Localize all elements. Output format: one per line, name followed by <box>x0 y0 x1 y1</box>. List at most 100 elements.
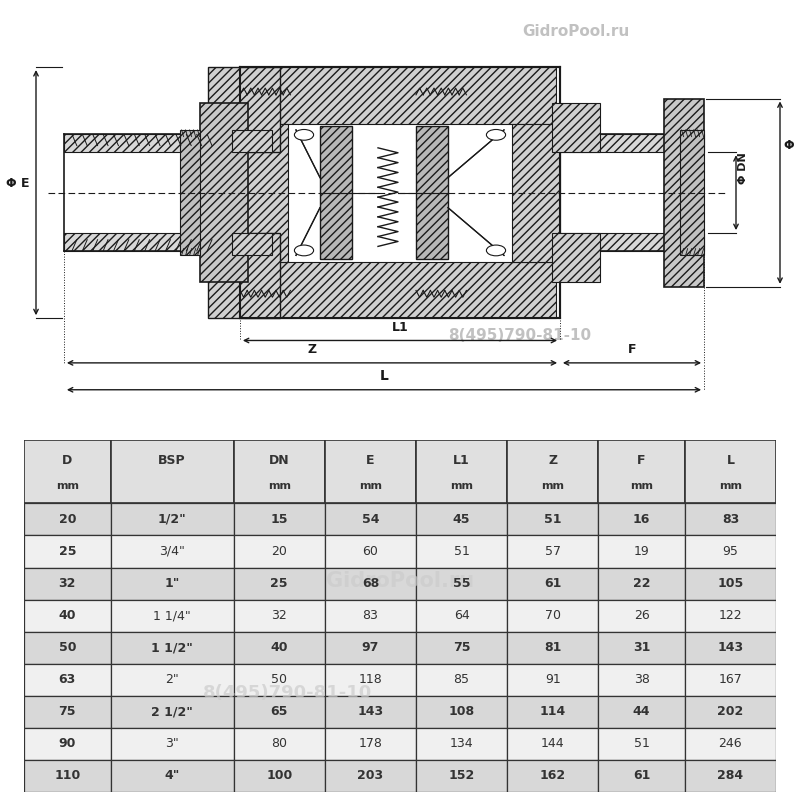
Bar <box>64 152 720 233</box>
Text: 1 1/4": 1 1/4" <box>154 609 191 622</box>
Bar <box>507 503 598 535</box>
Text: 1/2": 1/2" <box>158 513 186 526</box>
Bar <box>507 567 598 599</box>
Text: 70: 70 <box>545 609 561 622</box>
Bar <box>685 728 776 760</box>
Bar <box>208 67 280 152</box>
Text: 143: 143 <box>358 706 383 718</box>
Bar <box>325 760 416 792</box>
Text: 44: 44 <box>633 706 650 718</box>
Text: 2": 2" <box>166 674 179 686</box>
Text: 81: 81 <box>544 641 562 654</box>
Bar <box>24 632 110 664</box>
Text: Z: Z <box>548 454 558 466</box>
Text: mm: mm <box>359 481 382 490</box>
Bar <box>325 503 416 535</box>
Bar <box>416 664 507 696</box>
Bar <box>64 233 240 251</box>
Bar <box>507 535 598 567</box>
Text: Φ D: Φ D <box>784 139 800 152</box>
Circle shape <box>294 245 314 256</box>
Bar <box>552 233 600 282</box>
Text: F: F <box>628 343 636 356</box>
Bar <box>507 599 598 632</box>
Bar <box>24 567 110 599</box>
Bar <box>64 134 240 152</box>
Text: L: L <box>726 454 734 466</box>
Bar <box>110 760 234 792</box>
Bar <box>110 535 234 567</box>
Text: 51: 51 <box>544 513 562 526</box>
Bar <box>552 103 600 152</box>
Text: 57: 57 <box>545 545 561 558</box>
Text: 22: 22 <box>633 577 650 590</box>
Text: 26: 26 <box>634 609 650 622</box>
Text: 68: 68 <box>362 577 379 590</box>
Text: mm: mm <box>630 481 653 490</box>
Bar <box>244 67 556 124</box>
Bar <box>416 567 507 599</box>
Text: L: L <box>379 369 389 383</box>
Text: 60: 60 <box>362 545 378 558</box>
Bar <box>685 567 776 599</box>
Text: 203: 203 <box>358 770 383 782</box>
Bar <box>110 728 234 760</box>
Bar <box>416 599 507 632</box>
Bar <box>598 728 685 760</box>
Text: 16: 16 <box>633 513 650 526</box>
Bar <box>507 696 598 728</box>
Text: 178: 178 <box>358 738 382 750</box>
Text: 134: 134 <box>450 738 474 750</box>
Text: 25: 25 <box>270 577 288 590</box>
Bar <box>507 632 598 664</box>
Bar <box>325 567 416 599</box>
Text: 20: 20 <box>271 545 287 558</box>
Bar <box>598 760 685 792</box>
Bar <box>24 760 110 792</box>
Text: DN: DN <box>269 454 290 466</box>
Bar <box>664 98 704 286</box>
Text: 19: 19 <box>634 545 650 558</box>
Text: 284: 284 <box>718 770 743 782</box>
Bar <box>110 696 234 728</box>
Bar <box>325 440 416 503</box>
Text: 54: 54 <box>362 513 379 526</box>
Bar <box>598 664 685 696</box>
Bar <box>24 503 110 535</box>
Text: 63: 63 <box>58 674 76 686</box>
Bar <box>507 728 598 760</box>
Text: 143: 143 <box>718 641 743 654</box>
Bar <box>416 760 507 792</box>
Text: 167: 167 <box>718 674 742 686</box>
Text: 25: 25 <box>58 545 76 558</box>
Bar <box>685 632 776 664</box>
Text: 32: 32 <box>271 609 287 622</box>
Circle shape <box>486 130 506 140</box>
Bar <box>416 126 448 259</box>
Text: mm: mm <box>541 481 564 490</box>
Text: E: E <box>366 454 374 466</box>
Bar <box>234 599 325 632</box>
Text: 38: 38 <box>634 674 650 686</box>
Bar <box>512 124 560 262</box>
Text: 61: 61 <box>544 577 562 590</box>
Text: 75: 75 <box>453 641 470 654</box>
Text: 91: 91 <box>545 674 561 686</box>
Bar <box>24 599 110 632</box>
Bar <box>325 599 416 632</box>
Bar <box>507 760 598 792</box>
Bar <box>416 503 507 535</box>
Text: 50: 50 <box>271 674 287 686</box>
Bar <box>232 233 272 255</box>
Bar <box>232 130 272 152</box>
Bar <box>234 535 325 567</box>
Text: 152: 152 <box>449 770 474 782</box>
Text: 85: 85 <box>454 674 470 686</box>
Text: 32: 32 <box>58 577 76 590</box>
Text: 1": 1" <box>165 577 180 590</box>
Text: mm: mm <box>719 481 742 490</box>
Bar <box>24 535 110 567</box>
Bar <box>325 696 416 728</box>
Bar <box>180 130 200 255</box>
Bar <box>685 599 776 632</box>
